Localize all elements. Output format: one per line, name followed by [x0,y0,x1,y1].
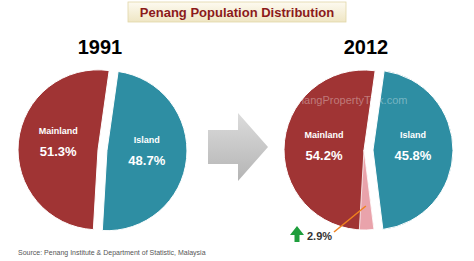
category-label: Mainland [304,130,343,140]
category-label: Island [400,130,426,140]
pie-slice [18,70,109,230]
data-label: 48.7% [128,153,165,168]
title: Penang Population Distribution [140,5,334,20]
title-banner [128,2,346,22]
up-arrow [290,226,304,242]
slice-group: Mainland 51.3% [18,70,109,230]
data-label: 54.2% [306,148,343,163]
transition-arrow [208,113,268,181]
chart: Penang Population Distribution Mainland 51… [0,0,474,261]
highlight-wedge [359,150,374,230]
pie-title: 2012 [344,36,389,58]
category-label: Mainland [39,126,78,136]
pie-chart: Mainland 51.3% Island 48.7% [18,70,187,231]
pie-slice [102,71,187,230]
pie-title: 1991 [78,36,123,58]
annotation-label: 2.9% [307,230,332,242]
category-label: Island [134,135,160,145]
annotation-line [334,206,366,232]
data-label: 45.8% [395,148,432,163]
watermark: PenangPropertyTalk.com [285,94,408,106]
source: Source: Penang Institute & Department of… [18,249,206,257]
pie-chart: Mainland 54.2% Island 45.8% [284,70,453,230]
slice-group: Island 48.7% [102,71,187,230]
data-label: 51.3% [40,144,77,159]
